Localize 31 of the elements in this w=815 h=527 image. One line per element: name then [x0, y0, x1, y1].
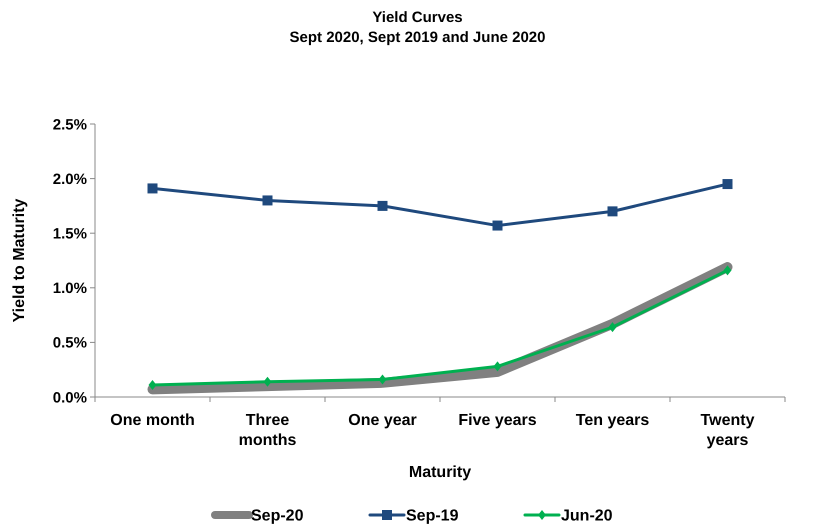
legend-label: Sep-19 — [406, 508, 459, 525]
y-tick-label: 2.5% — [52, 116, 87, 134]
point — [608, 206, 618, 216]
point — [378, 374, 386, 385]
y-tick-label: 1.5% — [52, 225, 87, 242]
y-tick-label: 0.0% — [52, 389, 87, 406]
chart-subtitle: Sept 2020, Sept 2019 and June 2020 — [290, 29, 546, 46]
x-tick-label: One year — [348, 412, 417, 429]
x-tick-label: Three months — [238, 412, 296, 449]
point — [148, 380, 156, 390]
y-tick-label: 0.5% — [52, 334, 87, 352]
point — [264, 376, 272, 387]
point — [262, 195, 272, 206]
y-tick-label: 2.0% — [52, 170, 87, 188]
x-tick-label: Ten years — [576, 412, 650, 429]
point — [608, 322, 616, 332]
point — [724, 265, 732, 276]
point — [722, 179, 732, 190]
legend-label: Sep-20 — [251, 508, 304, 525]
legend-label: Jun-20 — [561, 508, 613, 525]
y-axis-title: Yield to Maturity — [11, 198, 28, 322]
point — [378, 200, 388, 211]
x-axis-title: Maturity — [408, 464, 472, 481]
x-tick-label: Twenty years — [700, 412, 755, 449]
x-tick-label: Five years — [458, 412, 537, 429]
point — [494, 361, 502, 372]
point — [492, 220, 502, 231]
point — [148, 183, 158, 194]
x-tick-label: One month — [110, 412, 195, 429]
chart-title: Yield Curves — [372, 9, 463, 26]
y-tick-label: 1.0% — [52, 280, 87, 298]
